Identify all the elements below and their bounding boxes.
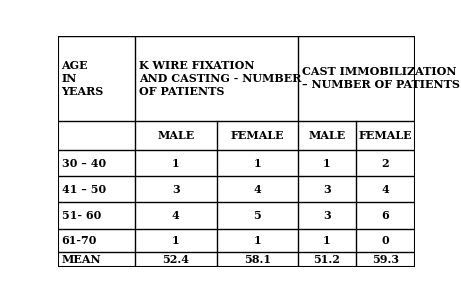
Text: 0: 0 — [382, 235, 389, 245]
Text: 30 – 40: 30 – 40 — [61, 158, 106, 169]
Text: 1: 1 — [172, 235, 180, 245]
Text: 1: 1 — [323, 235, 331, 245]
Text: FEMALE: FEMALE — [230, 130, 284, 141]
Text: 3: 3 — [172, 184, 180, 195]
Text: 61-70: 61-70 — [61, 235, 97, 245]
Text: 4: 4 — [382, 184, 390, 195]
Text: 41 – 50: 41 – 50 — [61, 184, 106, 195]
Text: 5: 5 — [253, 210, 261, 221]
Text: MALE: MALE — [157, 130, 195, 141]
Text: 3: 3 — [323, 210, 331, 221]
Text: 3: 3 — [323, 184, 331, 195]
Text: 1: 1 — [323, 158, 331, 169]
Text: 1: 1 — [254, 158, 261, 169]
Text: 51.2: 51.2 — [313, 254, 340, 265]
Text: K WIRE FIXATION
AND CASTING - NUMBER
OF PATIENTS: K WIRE FIXATION AND CASTING - NUMBER OF … — [139, 60, 301, 97]
Text: MEAN: MEAN — [61, 254, 101, 265]
Text: 6: 6 — [382, 210, 390, 221]
Text: AGE
IN
YEARS: AGE IN YEARS — [61, 60, 104, 97]
Text: 52.4: 52.4 — [162, 254, 189, 265]
Text: 4: 4 — [172, 210, 180, 221]
Text: 51- 60: 51- 60 — [61, 210, 101, 221]
Text: FEMALE: FEMALE — [359, 130, 412, 141]
Text: 59.3: 59.3 — [372, 254, 399, 265]
Text: CAST IMMOBILIZATION
– NUMBER OF PATIENTS: CAST IMMOBILIZATION – NUMBER OF PATIENTS — [302, 66, 460, 90]
Text: 4: 4 — [253, 184, 261, 195]
Text: 1: 1 — [254, 235, 261, 245]
Text: 1: 1 — [172, 158, 180, 169]
Text: 58.1: 58.1 — [244, 254, 271, 265]
Text: MALE: MALE — [308, 130, 346, 141]
Text: 2: 2 — [382, 158, 389, 169]
